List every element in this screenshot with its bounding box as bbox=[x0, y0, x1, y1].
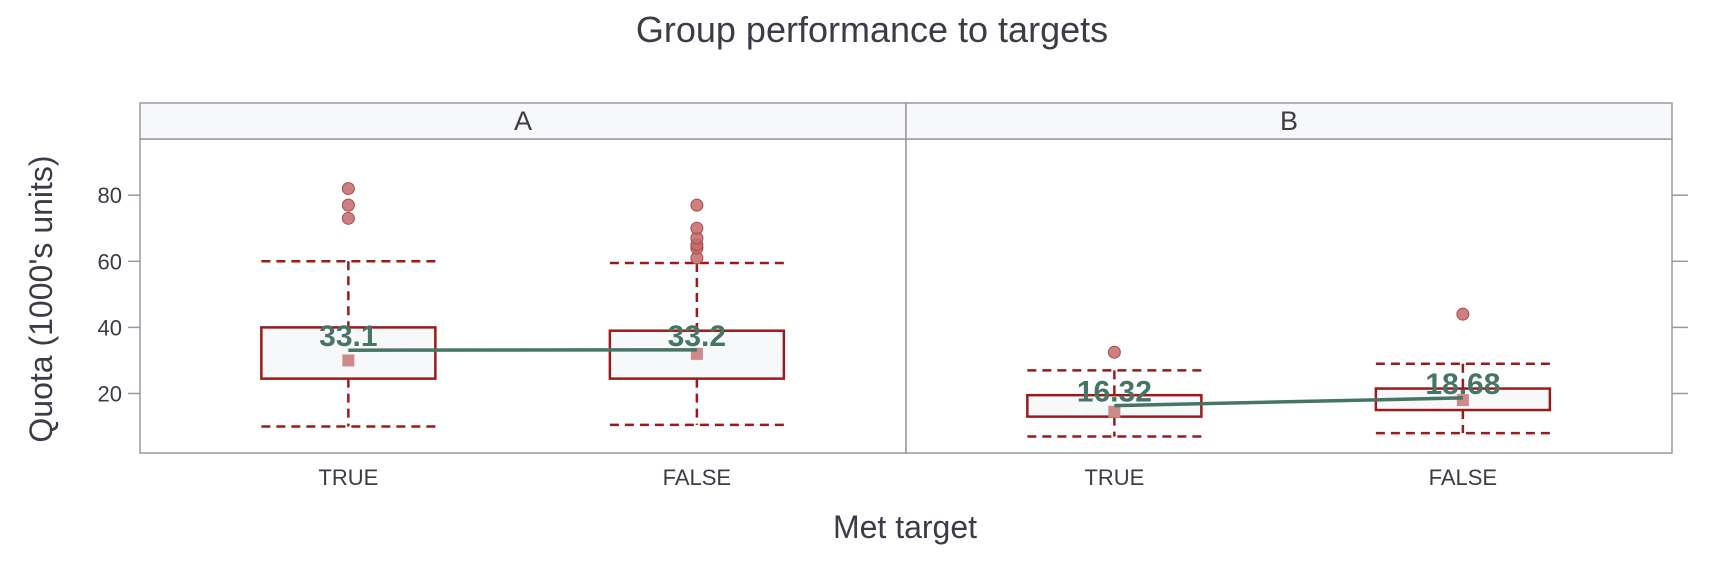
facet-strip-A bbox=[139, 102, 907, 140]
mean-label: 33.1 bbox=[319, 320, 377, 353]
facet-label-A: A bbox=[514, 106, 532, 136]
y-tick-label: 40 bbox=[98, 315, 122, 340]
x-tick-label: TRUE bbox=[1084, 465, 1144, 490]
x-tick-label: TRUE bbox=[318, 465, 378, 490]
mean-label: 33.2 bbox=[668, 320, 726, 353]
outlier-point bbox=[690, 221, 704, 235]
mean-label: 16.32 bbox=[1077, 376, 1152, 409]
outlier-point bbox=[341, 198, 355, 212]
y-tick-label: 60 bbox=[98, 249, 122, 274]
mean-line-B bbox=[1114, 396, 1463, 408]
mean-label: 18.68 bbox=[1425, 368, 1500, 401]
plot-area: A B 20 40 60 80 33.1 33.2 TRUE FALSE 16.32 18.68 TRU… bbox=[98, 102, 1688, 490]
x-tick-label: FALSE bbox=[1429, 465, 1497, 490]
panel-B bbox=[905, 138, 1673, 454]
outlier-point bbox=[1107, 345, 1121, 359]
box-A-TRUE bbox=[260, 326, 437, 380]
chart-title: Group performance to targets bbox=[636, 9, 1108, 50]
outlier-point bbox=[341, 211, 355, 225]
y-tick-label: 20 bbox=[98, 382, 122, 407]
y-tick-label: 80 bbox=[98, 183, 122, 208]
x-axis-title: Met target bbox=[833, 509, 977, 545]
median-marker bbox=[1108, 405, 1121, 418]
outlier-point bbox=[341, 182, 355, 196]
facet-label-B: B bbox=[1280, 106, 1298, 136]
facet-strip-B bbox=[905, 102, 1673, 140]
median-marker bbox=[342, 354, 355, 367]
x-tick-label: FALSE bbox=[663, 465, 731, 490]
outlier-point bbox=[1456, 307, 1470, 321]
y-axis-title: Quota (1000's units) bbox=[23, 155, 59, 442]
panel-A bbox=[139, 138, 907, 454]
outlier-point bbox=[690, 198, 704, 212]
